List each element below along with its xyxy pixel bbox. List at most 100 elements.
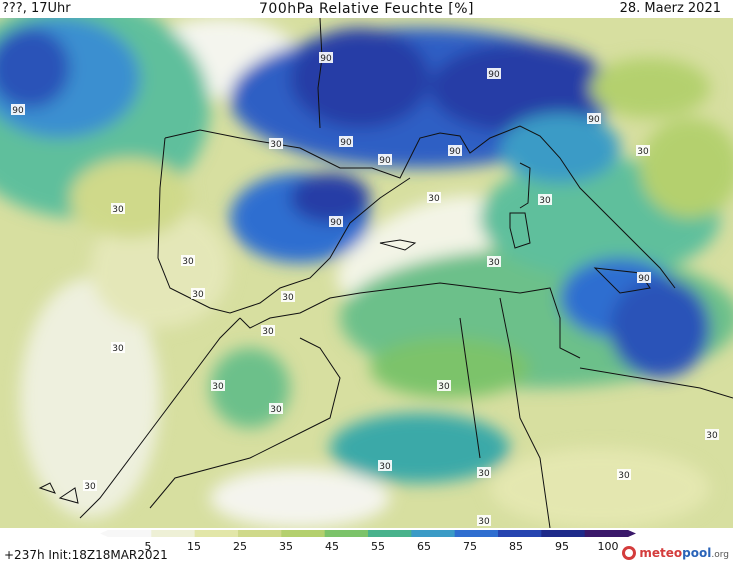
svg-text:90: 90 <box>320 54 332 64</box>
svg-text:90: 90 <box>12 106 24 116</box>
contour-label: 30 <box>111 203 125 215</box>
contour-label: 30 <box>378 460 392 472</box>
svg-text:30: 30 <box>637 147 649 157</box>
legend-tick: 65 <box>417 540 431 553</box>
legend-swatch <box>541 530 586 537</box>
logo-text-second: pool <box>682 546 712 560</box>
svg-text:90: 90 <box>638 274 650 284</box>
legend-tick: 25 <box>233 540 247 553</box>
logo-text-tld: .org <box>711 550 729 560</box>
contour-labels: 90 90 90 30 90 90 90 90 30 30 30 30 90 30 30 90 30 30 30 30… <box>11 52 719 527</box>
svg-text:30: 30 <box>182 257 194 267</box>
legend-tick: 15 <box>187 540 201 553</box>
legend-swatch <box>368 530 412 537</box>
contour-label: 30 <box>269 138 283 150</box>
svg-text:30: 30 <box>84 482 96 492</box>
svg-text:30: 30 <box>270 405 282 415</box>
contour-label: 90 <box>448 145 462 157</box>
svg-text:90: 90 <box>488 70 500 80</box>
legend-tick: 45 <box>325 540 339 553</box>
contour-label: 30 <box>427 192 441 204</box>
contour-label: 30 <box>636 145 650 157</box>
legend-swatch <box>324 530 369 537</box>
legend-tick-labels: 5 15 25 35 45 55 65 75 85 95 100 <box>145 540 619 553</box>
contour-label: 90 <box>587 113 601 125</box>
legend-arrow-left <box>100 530 108 537</box>
contour-label: 30 <box>191 288 205 300</box>
svg-text:30: 30 <box>379 462 391 472</box>
legend-swatch <box>281 530 326 537</box>
legend-swatch <box>411 530 456 537</box>
contour-label: 30 <box>487 256 501 268</box>
logo-text: meteopool.org <box>639 546 729 560</box>
svg-text:90: 90 <box>449 147 461 157</box>
humidity-field: 90 90 90 30 90 90 90 90 30 30 30 30 90 30 30 90 30 30 30 30… <box>0 18 733 528</box>
legend-swatch <box>151 530 196 537</box>
contour-label: 30 <box>83 480 97 492</box>
contour-label: 90 <box>319 52 333 64</box>
svg-text:30: 30 <box>488 258 500 268</box>
contour-label: 90 <box>487 68 501 80</box>
contour-label: 30 <box>269 403 283 415</box>
legend-arrow-right <box>628 530 636 537</box>
legend-tick: 100 <box>598 540 619 553</box>
contour-label: 30 <box>181 255 195 267</box>
forecast-date: 28. Maerz 2021 <box>619 1 721 16</box>
color-scale-legend: 5 15 25 35 45 55 65 75 85 95 100 <box>100 530 636 553</box>
contour-label: 30 <box>477 467 491 479</box>
contour-label: 30 <box>281 291 295 303</box>
svg-text:30: 30 <box>618 471 630 481</box>
svg-text:30: 30 <box>270 140 282 150</box>
legend-swatch <box>238 530 282 537</box>
logo-text-main: meteo <box>639 546 683 560</box>
contour-label: 30 <box>261 325 275 337</box>
contour-label: 30 <box>538 194 552 206</box>
forecast-time-label: ???, 17Uhr <box>2 1 71 16</box>
svg-text:30: 30 <box>539 196 551 206</box>
svg-text:30: 30 <box>478 469 490 479</box>
svg-text:30: 30 <box>112 344 124 354</box>
contour-label: 30 <box>477 515 491 527</box>
legend-tick: 5 <box>145 540 152 553</box>
contour-label: 30 <box>211 380 225 392</box>
svg-text:90: 90 <box>588 115 600 125</box>
svg-text:30: 30 <box>112 205 124 215</box>
legend-tick: 95 <box>555 540 569 553</box>
legend-color-bar <box>100 530 636 537</box>
svg-text:90: 90 <box>330 218 342 228</box>
contour-label: 30 <box>617 469 631 481</box>
contour-label: 90 <box>637 272 651 284</box>
svg-text:90: 90 <box>379 156 391 166</box>
legend-tick: 75 <box>463 540 477 553</box>
legend-tick: 35 <box>279 540 293 553</box>
legend-swatch <box>498 530 542 537</box>
model-run-info: +237h Init:18Z18MAR2021 <box>4 548 168 562</box>
svg-text:30: 30 <box>192 290 204 300</box>
legend-tick: 55 <box>371 540 385 553</box>
meteopool-logo[interactable]: meteopool.org <box>622 542 729 564</box>
contour-label: 90 <box>329 216 343 228</box>
svg-text:30: 30 <box>706 431 718 441</box>
contour-label: 90 <box>11 104 25 116</box>
contour-label: 30 <box>705 429 719 441</box>
legend-swatch <box>194 530 239 537</box>
svg-text:30: 30 <box>212 382 224 392</box>
legend-tick: 85 <box>509 540 523 553</box>
contour-label: 90 <box>378 154 392 166</box>
contour-label: 90 <box>339 136 353 148</box>
coastlines <box>38 18 733 528</box>
map-title: 700hPa Relative Feuchte [%] <box>259 1 474 17</box>
humidity-map: 90 90 90 30 90 90 90 90 30 30 30 30 90 30 30 90 30 30 30 30… <box>0 18 733 528</box>
legend-swatch <box>108 530 152 537</box>
svg-text:90: 90 <box>340 138 352 148</box>
svg-text:30: 30 <box>478 517 490 527</box>
svg-text:30: 30 <box>282 293 294 303</box>
legend-swatch <box>454 530 499 537</box>
logo-icon <box>622 546 637 560</box>
legend-swatch <box>584 530 629 537</box>
contour-label: 30 <box>111 342 125 354</box>
svg-text:30: 30 <box>428 194 440 204</box>
svg-text:30: 30 <box>262 327 274 337</box>
contour-label: 30 <box>437 380 451 392</box>
svg-text:30: 30 <box>438 382 450 392</box>
